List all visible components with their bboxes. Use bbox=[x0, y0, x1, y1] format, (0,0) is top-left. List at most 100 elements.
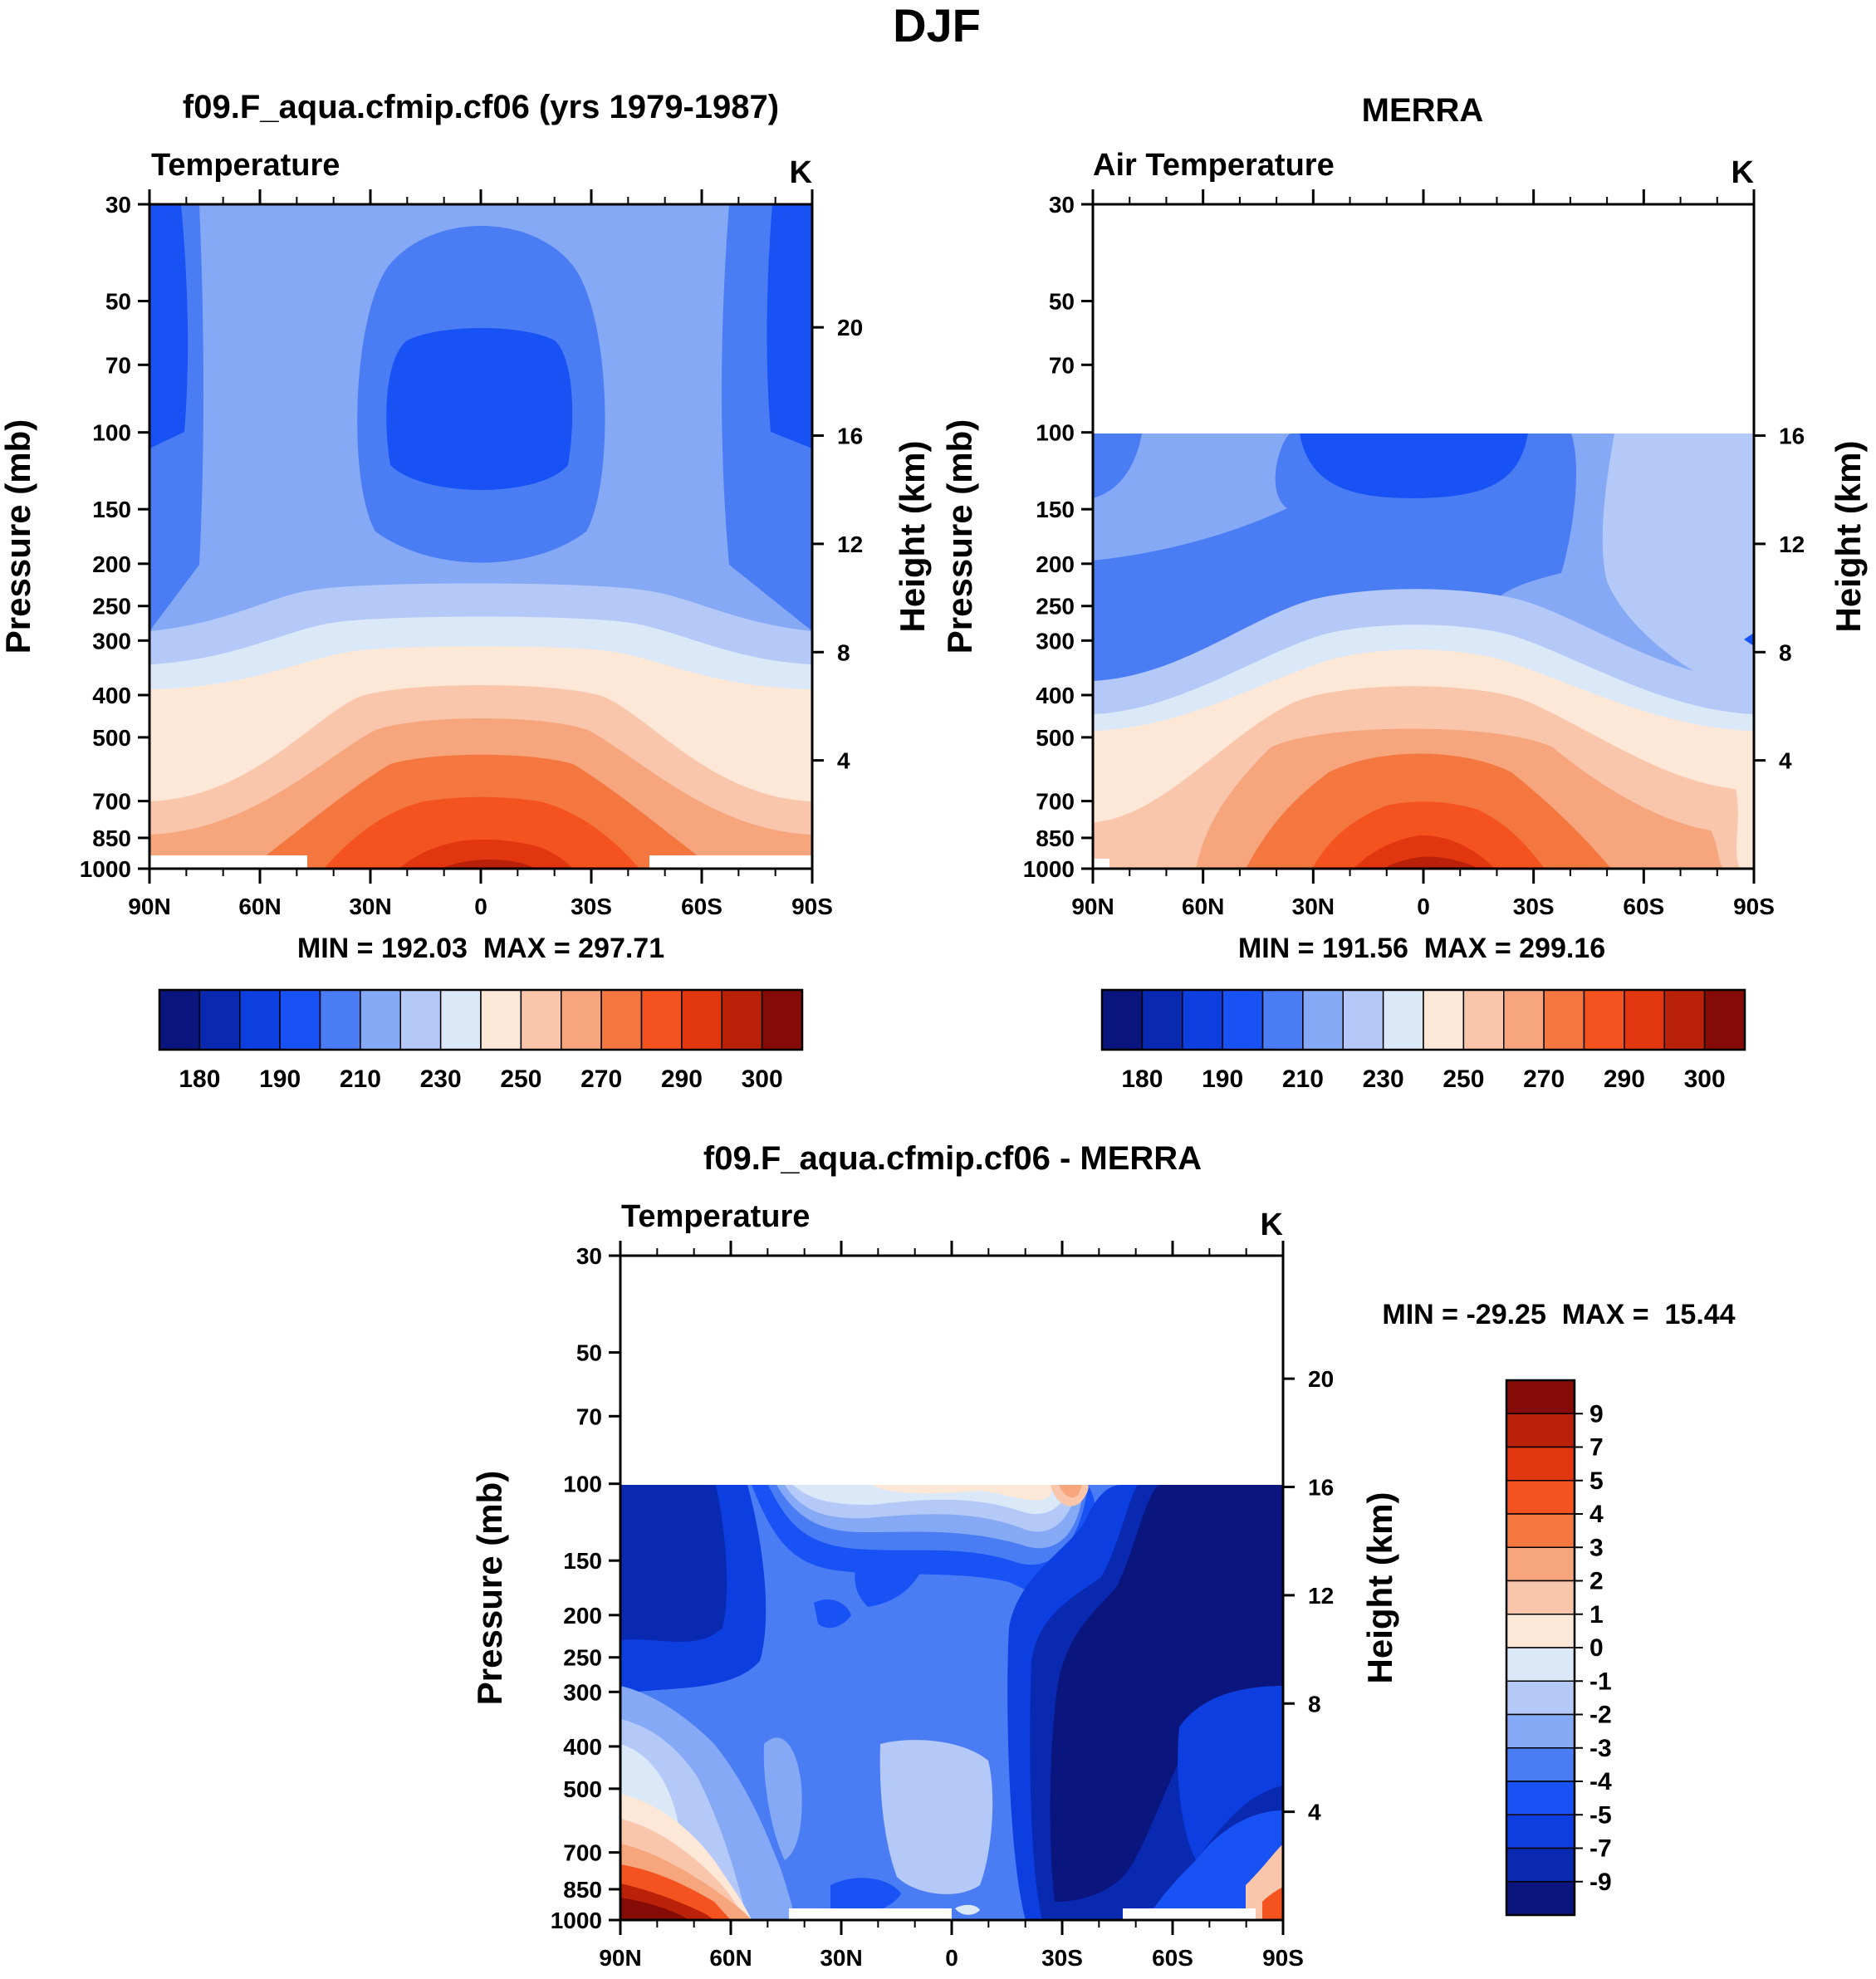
x-tick-label: 60S bbox=[681, 894, 722, 919]
x-tick-label: 0 bbox=[945, 1945, 958, 1971]
contour-band bbox=[814, 1599, 851, 1629]
y-right-tick-label: 8 bbox=[1779, 639, 1792, 665]
y-tick-label: 50 bbox=[576, 1340, 602, 1366]
colorbar-label: 250 bbox=[500, 1065, 541, 1093]
colorbar-label: -3 bbox=[1589, 1735, 1612, 1762]
colorbar-label: 9 bbox=[1589, 1400, 1604, 1428]
panel-model-contours bbox=[149, 204, 812, 869]
x-tick-label: 30N bbox=[349, 894, 391, 919]
y-tick-label: 50 bbox=[1049, 289, 1075, 315]
y-tick-label: 300 bbox=[563, 1679, 602, 1705]
y-tick-label: 200 bbox=[1036, 551, 1075, 577]
colorbar-swatch bbox=[1506, 1546, 1575, 1582]
contour-band bbox=[763, 1737, 802, 1860]
colorbar-label: 230 bbox=[420, 1065, 462, 1093]
panel-obs-variable-label: Air Temperature bbox=[1093, 148, 1335, 183]
colorbar-swatch bbox=[1703, 989, 1746, 1051]
y-tick-label: 30 bbox=[576, 1243, 602, 1269]
y-tick-label: 300 bbox=[1036, 628, 1075, 654]
colorbar-label: -5 bbox=[1589, 1801, 1612, 1829]
x-tick-label: 30S bbox=[1513, 894, 1555, 919]
y-right-tick-label: 12 bbox=[1779, 531, 1805, 557]
y-tick-label: 100 bbox=[1036, 420, 1075, 446]
missing-data-region bbox=[149, 855, 307, 869]
panel-obs-y-axis-title: Pressure (mb) bbox=[940, 419, 979, 654]
colorbar-label: 230 bbox=[1363, 1065, 1404, 1093]
colorbar-swatch bbox=[1583, 989, 1625, 1051]
y-tick-label: 700 bbox=[92, 789, 131, 815]
panel-obs-stats: MIN = 191.56 MAX = 299.16 bbox=[1238, 933, 1605, 964]
colorbar-swatch bbox=[1506, 1413, 1575, 1448]
panel-model-y-axis-right-title: Height (km) bbox=[893, 441, 932, 633]
panel-model-axes: 30 50 70 100 150 200 250 300 400 500 700 850 1000 20 1… bbox=[80, 189, 863, 919]
contour-band bbox=[955, 1904, 980, 1915]
x-tick-label: 30N bbox=[1292, 894, 1335, 919]
contour-band bbox=[1050, 1485, 1283, 1902]
y-right-tick-label: 16 bbox=[1779, 424, 1805, 449]
panel-diff-variable-label: Temperature bbox=[621, 1199, 810, 1234]
colorbar-frame bbox=[1100, 988, 1746, 1051]
y-tick-label: 400 bbox=[1036, 683, 1075, 708]
x-tick-label: 0 bbox=[1417, 894, 1430, 919]
y-right-tick-label: 8 bbox=[837, 639, 850, 665]
colorbar-frame bbox=[158, 988, 804, 1051]
y-tick-label: 850 bbox=[563, 1877, 602, 1903]
y-right-tick-label: 12 bbox=[837, 531, 863, 557]
colorbar-swatch bbox=[399, 989, 442, 1051]
panel-diff-axes: 30 50 70 100 150 200 250 300 400 500 700 850 1000 20 1… bbox=[551, 1241, 1334, 1971]
contour-band bbox=[879, 1740, 993, 1894]
panel-obs: MERRA Air Temperature K 30 50 70 100 150 200 2… bbox=[940, 92, 1868, 1093]
y-tick-label: 1000 bbox=[551, 1908, 602, 1933]
colorbar-label: 300 bbox=[1684, 1065, 1726, 1093]
colorbar-label: 180 bbox=[1121, 1065, 1163, 1093]
y-right-tick-label: 20 bbox=[837, 315, 863, 340]
x-tick-label: 60S bbox=[1152, 1945, 1193, 1971]
missing-data-region bbox=[1093, 859, 1109, 869]
x-tick-label: 60N bbox=[238, 894, 281, 919]
colorbar-swatch bbox=[159, 989, 201, 1051]
colorbar-label: 270 bbox=[1523, 1065, 1565, 1093]
y-tick-label: 700 bbox=[563, 1840, 602, 1866]
colorbar-swatch bbox=[198, 989, 241, 1051]
colorbar-label: 1 bbox=[1589, 1601, 1604, 1629]
panel-model-variable-label: Temperature bbox=[151, 148, 340, 183]
colorbar-swatch bbox=[721, 989, 763, 1051]
contour-band bbox=[1354, 835, 1495, 869]
contour-band bbox=[324, 796, 639, 869]
colorbar-swatch bbox=[1423, 989, 1465, 1051]
contour-band bbox=[386, 328, 573, 490]
colorbar-swatch bbox=[1506, 1446, 1575, 1482]
colorbar-swatch bbox=[1506, 1379, 1575, 1414]
x-tick-label: 30S bbox=[1041, 1945, 1083, 1971]
contour-band bbox=[620, 1485, 727, 1642]
y-tick-label: 70 bbox=[576, 1403, 602, 1429]
y-tick-label: 1000 bbox=[1023, 856, 1075, 882]
colorbar-swatch bbox=[239, 989, 281, 1051]
contour-band bbox=[855, 1558, 922, 1607]
panel-diff-stats: MIN = -29.25 MAX = 15.44 bbox=[1382, 1299, 1735, 1330]
colorbar-label: -2 bbox=[1589, 1702, 1612, 1729]
y-right-tick-label: 12 bbox=[1308, 1583, 1334, 1609]
colorbar-swatch bbox=[600, 989, 643, 1051]
colorbar-swatch bbox=[439, 989, 482, 1051]
colorbar-swatch bbox=[1101, 989, 1144, 1051]
panel-diff-colorbar: 9 7 5 4 3 2 1 0 -1 -2 -3 -4 -5 -7 -9 bbox=[1505, 1379, 1612, 1917]
colorbar-label: 190 bbox=[259, 1065, 301, 1093]
contour-band bbox=[1262, 1887, 1283, 1920]
colorbar-swatch bbox=[319, 989, 361, 1051]
missing-data-region bbox=[1123, 1908, 1256, 1920]
colorbar-swatch bbox=[1506, 1680, 1575, 1716]
panel-diff-contours bbox=[620, 1485, 1283, 1920]
colorbar-swatch bbox=[1624, 989, 1665, 1051]
colorbar-swatch bbox=[1506, 1747, 1575, 1782]
colorbar-label: 210 bbox=[340, 1065, 381, 1093]
y-tick-label: 70 bbox=[1049, 352, 1075, 378]
y-tick-label: 70 bbox=[105, 352, 131, 378]
colorbar-swatch bbox=[1506, 1713, 1575, 1749]
panel-diff-y-axis-title: Pressure (mb) bbox=[470, 1471, 509, 1705]
panel-diff: f09.F_aqua.cfmip.cf06 - MERRA Temperatur… bbox=[470, 1140, 1736, 1971]
panel-model-title: f09.F_aqua.cfmip.cf06 (yrs 1979-1987) bbox=[183, 89, 779, 125]
colorbar-swatch bbox=[1506, 1781, 1575, 1815]
colorbar-swatch bbox=[640, 989, 683, 1051]
y-right-tick-label: 4 bbox=[1779, 748, 1792, 774]
